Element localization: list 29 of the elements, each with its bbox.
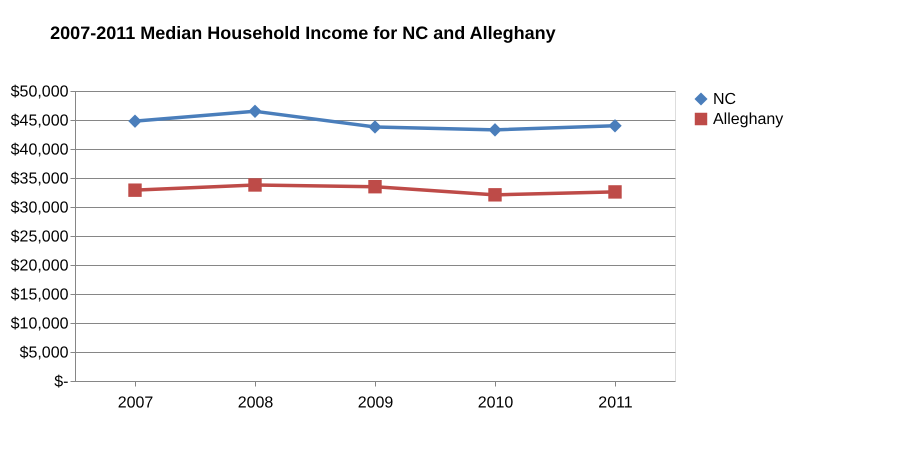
point bbox=[488, 188, 502, 202]
x-tick-label: 2011 bbox=[598, 394, 633, 412]
point bbox=[128, 114, 142, 128]
point bbox=[248, 178, 262, 192]
y-tick-label: $40,000 bbox=[10, 142, 69, 158]
x-tick-label: 2009 bbox=[358, 394, 394, 412]
y-tick-label: $10,000 bbox=[10, 316, 69, 332]
y-tick-label: $35,000 bbox=[10, 170, 69, 188]
point bbox=[608, 119, 622, 133]
legend-label: Alleghany bbox=[713, 111, 784, 128]
y-tick-label: $30,000 bbox=[10, 200, 69, 216]
y-tick-label: $20,000 bbox=[10, 258, 69, 274]
y-tick-label: $45,000 bbox=[10, 112, 69, 130]
legend-label: NC bbox=[713, 91, 736, 108]
y-tick-label: $15,000 bbox=[10, 286, 69, 304]
x-tick-label: 2007 bbox=[118, 394, 154, 412]
y-tick-label: $25,000 bbox=[10, 228, 69, 246]
point bbox=[608, 185, 622, 199]
point bbox=[248, 104, 262, 118]
point bbox=[368, 120, 382, 134]
y-tick-label: $- bbox=[54, 374, 68, 390]
point bbox=[128, 183, 142, 197]
x-tick-label: 2010 bbox=[478, 394, 514, 412]
chart-title: 2007-2011 Median Household Income for NC and Alleghany bbox=[50, 23, 556, 43]
y-tick-label: $5,000 bbox=[20, 344, 69, 362]
point bbox=[368, 180, 382, 194]
y-tick-label: $50,000 bbox=[10, 84, 69, 100]
x-tick-label: 2008 bbox=[238, 394, 274, 412]
point bbox=[488, 123, 502, 137]
